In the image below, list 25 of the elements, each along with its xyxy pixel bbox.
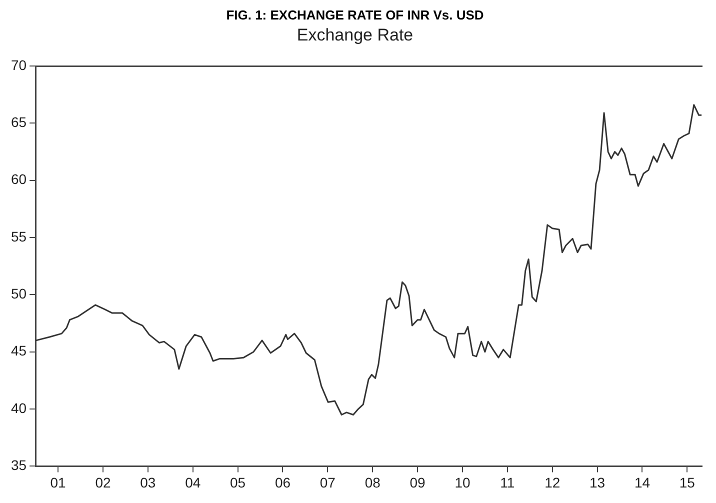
y-tick-label: 35 bbox=[10, 457, 27, 474]
x-tick-label: 03 bbox=[140, 474, 156, 490]
x-tick-label: 02 bbox=[95, 474, 111, 490]
x-tick-label: 07 bbox=[320, 474, 336, 490]
x-tick-label: 09 bbox=[410, 474, 426, 490]
x-tick-label: 10 bbox=[454, 474, 470, 490]
y-tick-label: 60 bbox=[10, 171, 27, 188]
x-tick-label: 05 bbox=[230, 474, 246, 490]
y-tick-label: 45 bbox=[10, 342, 27, 359]
x-tick-label: 08 bbox=[364, 474, 381, 490]
y-tick-label: 70 bbox=[10, 56, 27, 73]
chart-title: FIG. 1: EXCHANGE RATE OF INR Vs. USD bbox=[226, 7, 484, 22]
x-tick-label: 13 bbox=[590, 474, 606, 490]
x-tick-label: 15 bbox=[679, 474, 696, 490]
x-tick-label: 01 bbox=[50, 474, 66, 490]
chart-subtitle: Exchange Rate bbox=[296, 25, 414, 44]
y-tick-label: 55 bbox=[10, 228, 27, 244]
y-tick-label: 50 bbox=[10, 286, 27, 302]
x-tick-label: 14 bbox=[634, 474, 650, 490]
y-tick-label: 40 bbox=[10, 400, 27, 416]
x-tick-label: 04 bbox=[185, 474, 201, 490]
x-tick-label: 11 bbox=[500, 474, 515, 490]
y-tick-label: 65 bbox=[10, 114, 27, 130]
x-tick-label: 06 bbox=[274, 474, 291, 490]
x-tick-label: 12 bbox=[544, 474, 560, 490]
